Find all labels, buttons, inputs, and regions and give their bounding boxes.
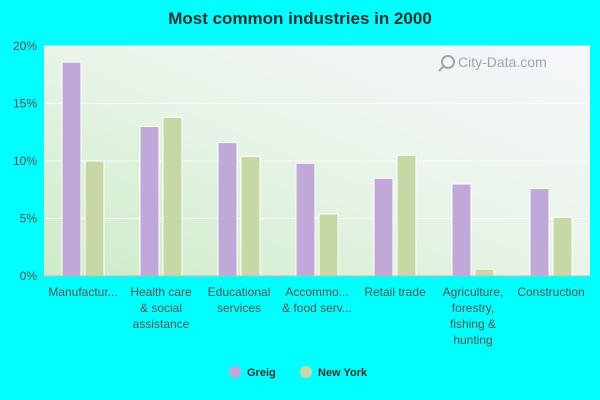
legend-label: New York — [318, 367, 368, 379]
x-tick-label: Construction — [517, 285, 584, 299]
bar-new-york — [162, 116, 183, 277]
legend-swatch — [229, 366, 241, 378]
bar-greig — [373, 177, 394, 277]
x-tick-label: Manufactur... — [48, 285, 117, 299]
x-tick-label: Retail trade — [364, 285, 426, 299]
watermark-search-icon-handle — [438, 65, 445, 72]
bar-new-york — [318, 213, 339, 277]
watermark: City-Data.com — [438, 54, 547, 72]
watermark-text: City-Data.com — [458, 54, 547, 70]
bar-greig — [451, 183, 472, 277]
bars — [61, 61, 573, 277]
watermark-search-icon — [441, 55, 455, 69]
x-tick-label: Agriculture, forestry, fishing & hunting — [443, 285, 504, 347]
bar-new-york — [552, 216, 573, 277]
y-tick-label: 10% — [13, 154, 37, 168]
bar-greig — [61, 61, 82, 277]
y-tick-label: 20% — [13, 39, 37, 53]
bar-new-york — [240, 155, 261, 277]
bar-new-york — [396, 154, 417, 277]
y-tick-label: 5% — [20, 212, 38, 226]
bar-greig — [295, 162, 316, 277]
bar-new-york — [84, 160, 105, 277]
bar-greig — [529, 188, 550, 277]
legend-label: Greig — [247, 367, 276, 379]
x-tick-label: Educational services — [208, 285, 271, 315]
y-tick-label: 0% — [20, 269, 38, 283]
legend-swatch — [300, 366, 312, 378]
x-axis: Manufactur... Health care & social assistan… — [44, 275, 590, 347]
bar-new-york — [474, 268, 495, 277]
chart-title: Most common industries in 2000 — [168, 9, 432, 28]
grid-lines — [44, 45, 590, 219]
bar-greig — [217, 142, 238, 277]
legend: Greig New York — [229, 366, 368, 379]
x-tick-label: Health care & social assistance — [130, 285, 192, 331]
y-axis: 0% 5% 10% 15% 20% — [13, 39, 37, 283]
y-tick-label: 15% — [13, 97, 37, 111]
bar-greig — [139, 126, 160, 277]
x-tick-label: Accommo... & food serv... — [282, 285, 352, 315]
